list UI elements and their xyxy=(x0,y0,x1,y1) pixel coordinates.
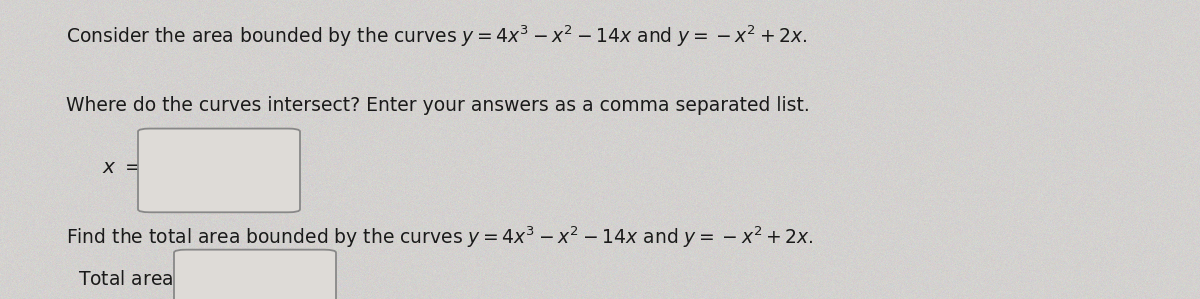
Text: Consider the area bounded by the curves $y = 4x^3 - x^2 - 14x$ and $y = -x^2 + 2: Consider the area bounded by the curves … xyxy=(66,24,808,49)
Text: Total area $=$: Total area $=$ xyxy=(78,270,198,289)
Text: $x\ =$: $x\ =$ xyxy=(102,158,142,177)
FancyBboxPatch shape xyxy=(138,129,300,212)
Text: Where do the curves intersect? Enter your answers as a comma separated list.: Where do the curves intersect? Enter you… xyxy=(66,96,810,115)
FancyBboxPatch shape xyxy=(174,250,336,299)
Text: Find the total area bounded by the curves $y = 4x^3 - x^2 - 14x$ and $y = -x^2 +: Find the total area bounded by the curve… xyxy=(66,224,814,250)
